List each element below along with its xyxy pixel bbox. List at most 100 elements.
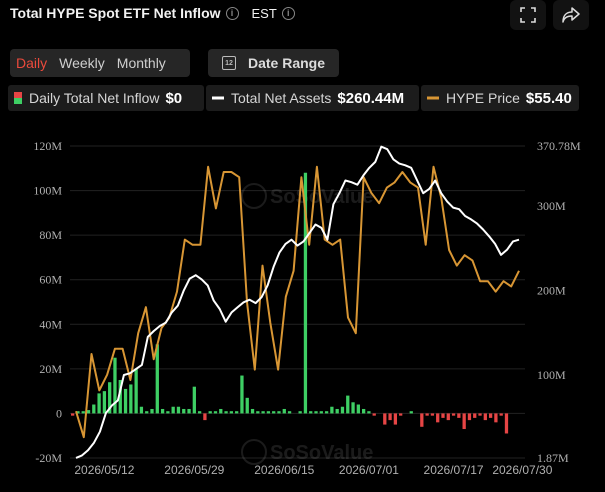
legend-assets-value: $260.44M xyxy=(337,89,405,107)
legend-assets-label: Total Net Assets xyxy=(231,90,332,106)
inflow-bar xyxy=(494,413,498,423)
inflow-bar xyxy=(388,413,392,421)
share-button[interactable] xyxy=(553,0,589,30)
inflow-bar xyxy=(197,411,202,414)
x-tick: 2026/07/01 xyxy=(339,463,399,477)
x-tick: 2026/06/15 xyxy=(254,463,314,477)
inflow-bar xyxy=(446,413,450,421)
inflow-bar xyxy=(335,408,339,414)
y-right-tick: 300M xyxy=(537,199,566,213)
title-info-icon[interactable]: i xyxy=(225,6,239,20)
fullscreen-button[interactable] xyxy=(510,0,546,30)
inflow-bar xyxy=(451,413,456,416)
inflow-bar xyxy=(478,413,482,416)
tab-monthly[interactable]: Monthly xyxy=(116,55,166,71)
inflow-bar xyxy=(250,408,255,414)
series-lines xyxy=(75,145,520,459)
inflow-bar xyxy=(108,382,112,414)
axis-ticks: 120M 100M 80M 60M 40M 20M 0 -20M 370.78M 300M 200M… xyxy=(33,139,581,477)
inflow-bar xyxy=(160,408,165,414)
inflow-bar xyxy=(102,391,107,414)
inflow-bar xyxy=(287,411,292,414)
inflow-bar xyxy=(340,406,345,414)
legend-price-label: HYPE Price xyxy=(446,90,520,106)
inflow-bar xyxy=(245,397,249,414)
tab-weekly[interactable]: Weekly xyxy=(59,55,105,71)
inflow-bar xyxy=(129,384,133,414)
y-left-tick: 0 xyxy=(56,406,62,420)
x-tick: 2026/05/29 xyxy=(164,463,224,477)
inflow-bar xyxy=(361,408,366,414)
inflow-bar xyxy=(314,411,318,414)
inflow-bar xyxy=(473,413,477,418)
inflow-bar xyxy=(430,413,435,416)
legend-price[interactable]: HYPE Price $55.40 xyxy=(421,85,579,111)
inflow-bar xyxy=(425,413,429,416)
inflow-bar xyxy=(282,408,286,414)
x-tick: 2026/07/30 xyxy=(492,463,552,477)
period-tabs: Daily Weekly Monthly xyxy=(10,49,190,77)
inflow-bar xyxy=(208,411,212,414)
inflow-bar xyxy=(266,411,271,414)
inflow-bar xyxy=(224,411,228,414)
x-tick: 2026/05/12 xyxy=(74,463,134,477)
inflow-bar xyxy=(171,406,175,414)
inflow-bar xyxy=(155,344,159,414)
price-line xyxy=(75,165,520,439)
watermark-top: SoSoValue xyxy=(270,186,373,208)
legend-assets[interactable]: Total Net Assets $260.44M xyxy=(206,85,419,111)
timezone-info-icon[interactable]: i xyxy=(281,6,295,20)
inflow-bar xyxy=(356,404,360,414)
watermark: SoSoValue SoSoValue xyxy=(241,183,373,465)
inflow-swatch-icon xyxy=(14,92,22,104)
inflow-bar xyxy=(324,411,329,414)
assets-swatch-icon xyxy=(212,96,224,100)
inflow-bar xyxy=(367,411,371,414)
inflow-bar xyxy=(399,413,403,416)
title-text: Total HYPE Spot ETF Net Inflow xyxy=(10,5,221,21)
inflow-bar xyxy=(441,413,445,418)
inflow-bar xyxy=(192,386,196,414)
inflow-bar xyxy=(309,411,313,414)
inflow-bar xyxy=(213,411,218,414)
inflow-bar xyxy=(298,411,302,414)
inflow-bar xyxy=(97,393,101,414)
date-range-button[interactable]: 12 Date Range xyxy=(208,49,339,77)
inflow-bar xyxy=(145,411,149,414)
inflow-bar xyxy=(319,411,323,414)
inflow-bar xyxy=(118,380,122,414)
tab-daily[interactable]: Daily xyxy=(16,55,48,71)
inflow-bar xyxy=(277,411,281,414)
inflow-bar xyxy=(86,410,91,414)
legend-inflow[interactable]: Daily Total Net Inflow $0 xyxy=(8,85,204,111)
y-right-tick: 100M xyxy=(537,368,566,382)
inflow-bar xyxy=(150,408,154,414)
y-left-tick: 80M xyxy=(39,228,62,242)
inflow-bar xyxy=(76,411,80,414)
inflow-bar xyxy=(409,411,413,414)
x-tick: 2026/07/17 xyxy=(424,463,484,477)
inflow-bar xyxy=(176,406,181,414)
date-range-label: Date Range xyxy=(248,55,326,71)
legend-inflow-label: Daily Total Net Inflow xyxy=(29,90,160,106)
inflow-bar xyxy=(483,413,487,421)
y-left-tick: 60M xyxy=(39,273,62,287)
y-right-tick: 1.87M xyxy=(537,451,569,465)
assets-line xyxy=(75,145,520,459)
watermark-bottom: SoSoValue xyxy=(270,442,373,464)
inflow-bar xyxy=(420,413,424,427)
inflow-bar xyxy=(113,357,117,414)
inflow-bar xyxy=(499,413,503,416)
inflow-bar xyxy=(166,411,170,414)
legend-price-value: $55.40 xyxy=(525,89,572,107)
inflow-bar xyxy=(256,411,260,414)
y-left-tick: -20M xyxy=(35,451,62,465)
chart-title: Total HYPE Spot ETF Net Inflow i EST i xyxy=(10,5,295,21)
y-left-tick: 120M xyxy=(33,139,62,153)
inflow-bar xyxy=(203,413,207,421)
inflow-bar xyxy=(372,413,376,416)
inflow-bar xyxy=(81,411,85,414)
inflow-bar xyxy=(457,413,461,418)
price-swatch-icon xyxy=(427,96,439,100)
y-right-tick: 200M xyxy=(537,283,566,297)
